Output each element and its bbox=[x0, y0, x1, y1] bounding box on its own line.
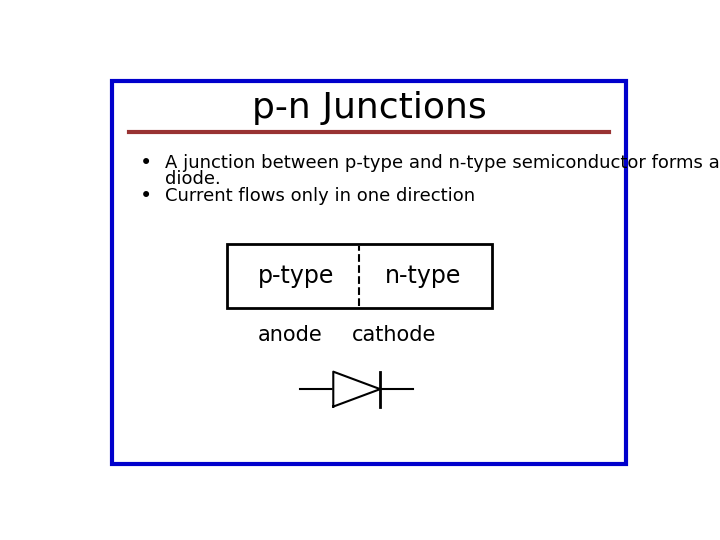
Text: p-type: p-type bbox=[258, 264, 334, 288]
Text: A junction between p-type and n-type semiconductor forms a: A junction between p-type and n-type sem… bbox=[166, 153, 720, 172]
Text: •: • bbox=[140, 186, 153, 206]
Text: p-n Junctions: p-n Junctions bbox=[251, 91, 487, 125]
Text: cathode: cathode bbox=[351, 325, 436, 345]
Polygon shape bbox=[333, 372, 380, 407]
Text: n-type: n-type bbox=[384, 264, 461, 288]
Text: Current flows only in one direction: Current flows only in one direction bbox=[166, 187, 475, 205]
Text: anode: anode bbox=[258, 325, 323, 345]
Text: •: • bbox=[140, 152, 153, 172]
Text: diode.: diode. bbox=[166, 170, 221, 188]
Bar bbox=[227, 244, 492, 308]
